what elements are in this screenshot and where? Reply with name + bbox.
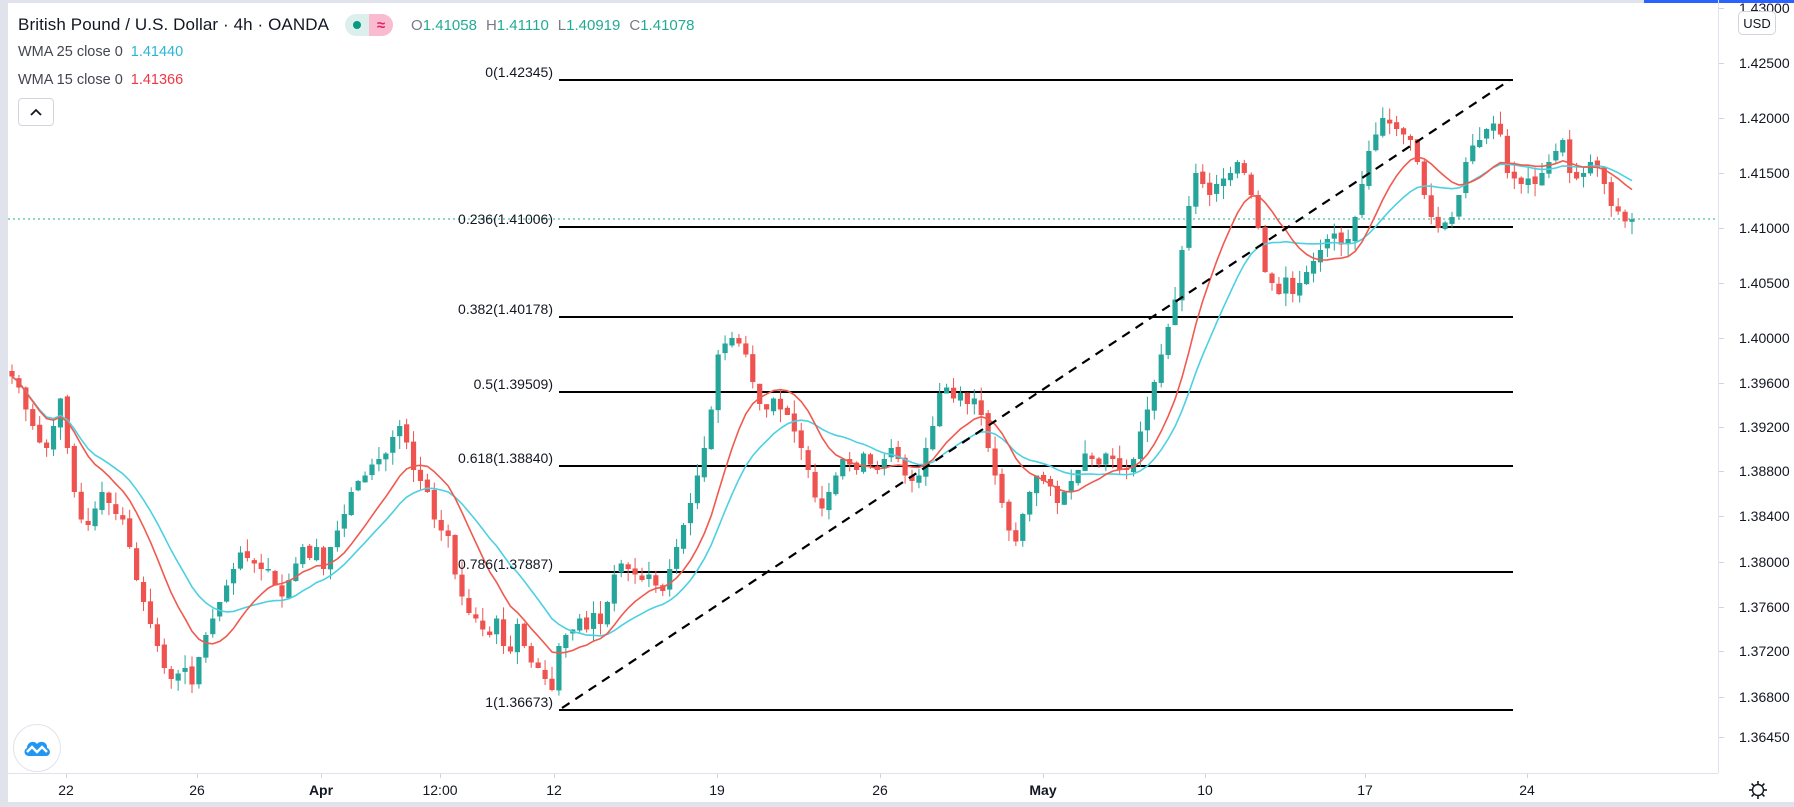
bottom-edge (8, 802, 1794, 807)
price-axis[interactable]: 1.43000 1.42500 1.42000 1.41500 1.41000 1.405… (1718, 0, 1794, 773)
price-label: 1.38400 (1739, 508, 1790, 524)
price-tick (1719, 427, 1724, 428)
fib-level-label: 0.382(1.40178) (458, 301, 553, 317)
time-tick (1043, 774, 1044, 778)
open-value: 1.41058 (422, 16, 477, 34)
time-tick (880, 774, 881, 778)
price-tick (1719, 471, 1724, 472)
indicator-label: WMA 15 close 0 (18, 72, 123, 88)
wave-icon: ≈ (369, 14, 394, 36)
time-label: 26 (872, 782, 888, 798)
price-label: 1.41000 (1739, 220, 1790, 236)
fib-level-label: 0.786(1.37887) (458, 556, 553, 572)
price-label: 1.42500 (1739, 55, 1790, 71)
chart-legend: British Pound / U.S. Dollar · 4h · OANDA… (18, 12, 694, 126)
price-label: 1.39600 (1739, 375, 1790, 391)
time-label: 24 (1519, 782, 1535, 798)
time-label: 19 (709, 782, 725, 798)
fibonacci-trend-line[interactable] (561, 79, 1511, 709)
time-tick (197, 774, 198, 778)
open-label: O (411, 16, 423, 34)
ohlc-values: O1.41058 H1.41110 L1.40919 C1.41078 (411, 17, 694, 34)
price-label: 1.36450 (1739, 729, 1790, 745)
high-value: 1.41110 (496, 16, 549, 34)
time-label: 17 (1357, 782, 1373, 798)
fib-level-label: 1(1.36673) (485, 694, 553, 710)
price-tick (1719, 737, 1724, 738)
time-label: 22 (58, 782, 74, 798)
low-label: L (557, 16, 567, 34)
price-tick (1719, 228, 1724, 229)
indicator-value: 1.41440 (130, 44, 184, 60)
market-open-dot-icon (353, 21, 362, 29)
price-tick (1719, 516, 1724, 517)
left-toolbar-edge (0, 0, 8, 807)
wma15-line (11, 156, 1633, 654)
time-tick (1527, 774, 1528, 778)
price-tick (1719, 562, 1724, 563)
indicator-label: WMA 25 close 0 (18, 44, 123, 60)
currency-badge[interactable]: USD (1738, 11, 1776, 35)
fib-level-label: 0.618(1.38840) (458, 450, 553, 466)
time-label: 12:00 (422, 782, 458, 798)
market-status-pill[interactable]: ≈ (345, 14, 394, 36)
close-label: C (629, 16, 641, 34)
time-label: 10 (1197, 782, 1213, 798)
chevron-up-icon (30, 108, 42, 116)
price-tick (1719, 118, 1724, 119)
low-value: 1.40919 (566, 16, 621, 34)
symbol-title[interactable]: British Pound / U.S. Dollar · 4h · OANDA (18, 15, 330, 34)
wma25-line (11, 163, 1633, 637)
price-label: 1.37600 (1739, 599, 1790, 615)
price-tick (1719, 283, 1724, 284)
price-label: 1.42000 (1739, 110, 1790, 126)
close-value: 1.41078 (640, 16, 695, 34)
price-tick (1719, 8, 1724, 9)
time-tick (717, 774, 718, 778)
time-tick (321, 774, 322, 778)
time-axis[interactable]: 22 26 Apr 12:00 12 19 26 May 10 17 24 (8, 773, 1718, 803)
time-label: Apr (308, 782, 334, 798)
cloud-logo-icon (24, 741, 50, 756)
time-label: May (1029, 782, 1057, 798)
fib-level-label: 0.5(1.39509) (473, 376, 553, 392)
price-label: 1.41500 (1739, 165, 1790, 181)
fib-level-label: 0(1.42345) (485, 64, 553, 80)
time-tick (554, 774, 555, 778)
time-tick (1365, 774, 1366, 778)
price-tick (1719, 383, 1724, 384)
indicator-wma25[interactable]: WMA 25 close 0 1.41440 (18, 38, 694, 66)
indicator-wma15[interactable]: WMA 15 close 0 1.41366 (18, 66, 694, 94)
candlestick-series (9, 107, 1635, 696)
price-tick (1719, 651, 1724, 652)
high-label: H (485, 16, 497, 34)
gear-icon[interactable] (1746, 778, 1770, 802)
top-toolbar-edge (8, 0, 1794, 3)
price-label: 1.38800 (1739, 463, 1790, 479)
price-label: 1.40500 (1739, 275, 1790, 291)
time-tick (66, 774, 67, 778)
time-tick (440, 774, 441, 778)
time-label: 26 (189, 782, 205, 798)
fib-level-label: 0.236(1.41006) (458, 211, 553, 227)
price-tick (1719, 338, 1724, 339)
price-tick (1719, 63, 1724, 64)
collapse-legend-button[interactable] (18, 98, 54, 126)
price-tick (1719, 173, 1724, 174)
price-label: 1.40000 (1739, 330, 1790, 346)
price-tick (1719, 697, 1724, 698)
price-label: 1.38000 (1739, 554, 1790, 570)
price-label: 1.36800 (1739, 689, 1790, 705)
price-tick (1719, 607, 1724, 608)
price-label: 1.39200 (1739, 419, 1790, 435)
time-tick (1205, 774, 1206, 778)
active-tab-accent (1644, 0, 1794, 3)
tradingview-logo[interactable] (13, 724, 61, 772)
price-label: 1.37200 (1739, 643, 1790, 659)
indicator-value: 1.41366 (130, 72, 184, 88)
time-label: 12 (546, 782, 562, 798)
